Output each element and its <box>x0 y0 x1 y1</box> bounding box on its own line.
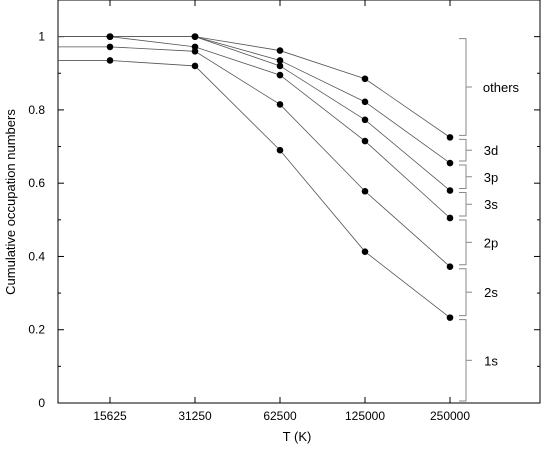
data-point <box>106 57 114 64</box>
data-point <box>106 43 114 51</box>
data-point <box>361 248 369 255</box>
data-point <box>446 134 454 141</box>
data-point <box>191 43 199 51</box>
shell-label: 1s <box>484 353 498 368</box>
x-tick-label: 15625 <box>93 409 127 423</box>
data-point <box>446 187 454 194</box>
shell-bracket <box>459 319 467 402</box>
shell-bracket <box>459 138 467 162</box>
series-points <box>106 33 454 321</box>
series-line <box>58 36 451 164</box>
y-tick-label: 0.8 <box>28 103 45 117</box>
x-tick-label: 125000 <box>345 409 385 423</box>
data-point <box>361 137 369 145</box>
series-lines <box>58 36 451 318</box>
data-point <box>446 314 454 321</box>
series-line <box>58 36 451 219</box>
shell-bracket <box>459 219 467 266</box>
data-point <box>276 101 284 108</box>
data-point <box>106 33 114 40</box>
shell-label: 3s <box>484 197 498 212</box>
series-line <box>58 36 451 138</box>
data-point <box>191 33 199 40</box>
shell-label: 3p <box>484 170 498 185</box>
data-point <box>276 57 284 64</box>
axis-ticks <box>58 0 540 404</box>
shell-label: others <box>483 80 520 95</box>
data-point <box>361 98 369 106</box>
data-point <box>446 263 454 271</box>
y-tick-labels: 0 0.2 0.4 0.6 0.8 1 <box>28 30 45 410</box>
x-axis-label: T (K) <box>283 429 312 444</box>
data-point <box>446 159 454 167</box>
data-point <box>276 62 284 70</box>
shell-label: 2p <box>484 235 498 250</box>
data-point <box>446 214 454 222</box>
series-line <box>58 36 451 191</box>
y-tick-label: 0.6 <box>28 176 45 190</box>
shell-label: 2s <box>484 285 498 300</box>
x-tick-label: 62500 <box>263 409 297 423</box>
series-line <box>58 60 451 318</box>
shell-label: 3d <box>484 143 498 158</box>
y-tick-label: 0.4 <box>28 249 45 263</box>
series-line <box>58 46 451 268</box>
data-point <box>361 75 369 83</box>
y-axis-label: Cumulative occupation numbers <box>3 109 18 295</box>
shell-bracket <box>459 192 467 217</box>
shell-bracket <box>459 38 467 136</box>
shell-brackets: 1s 2s 2p 3s 3p 3d others <box>459 38 520 402</box>
data-point <box>276 146 284 154</box>
data-point <box>276 47 284 54</box>
y-tick-label: 1 <box>38 30 45 44</box>
data-point <box>361 187 369 195</box>
x-tick-label: 250000 <box>430 409 470 423</box>
data-point <box>191 62 199 70</box>
data-point <box>361 116 369 124</box>
shell-bracket <box>459 268 467 317</box>
y-tick-label: 0 <box>38 396 45 410</box>
x-tick-labels: 15625 31250 62500 125000 250000 <box>93 409 470 423</box>
y-tick-label: 0.2 <box>28 323 45 337</box>
x-tick-label: 31250 <box>178 409 212 423</box>
data-point <box>276 71 284 79</box>
shell-bracket <box>459 164 467 190</box>
plot-frame <box>57 0 541 404</box>
